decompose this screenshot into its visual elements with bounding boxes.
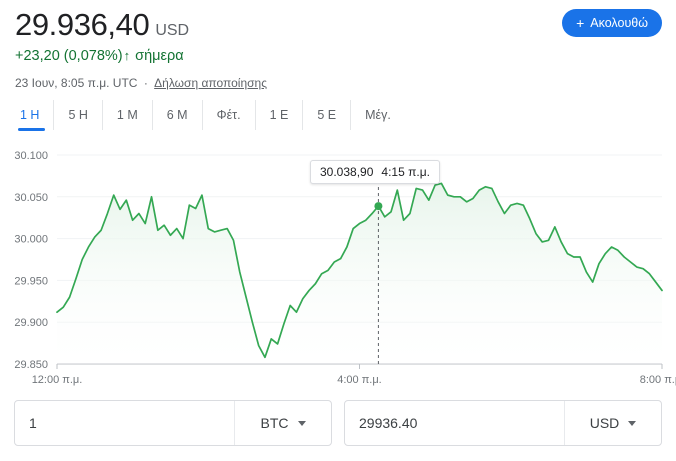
chart-line: [56, 182, 663, 359]
trend-up-arrow-icon: ↑: [123, 47, 131, 63]
amount-input-from[interactable]: [15, 401, 234, 445]
range-tab-0[interactable]: 1 Η: [14, 100, 53, 131]
range-tab-label: 6 Μ: [166, 108, 188, 122]
range-tab-label: Μέγ.: [365, 108, 391, 122]
range-tab-label: Φέτ.: [216, 108, 241, 122]
chart-canvas[interactable]: 30.100 30.050 30.000 29.950 29.900 29.850 12:0…: [0, 136, 676, 386]
currency-select-to-label: USD: [589, 415, 620, 431]
y-axis-tick-label: 30.000: [14, 234, 48, 246]
plus-icon: +: [576, 15, 585, 31]
price-block: 29.936,40 USD: [15, 7, 190, 42]
chart-area-fill: [57, 183, 662, 364]
amount-input-to[interactable]: [345, 401, 564, 445]
y-axis-tick-label: 29.900: [14, 317, 48, 329]
range-tab-label: 1 Μ: [116, 108, 138, 122]
price-chart[interactable]: 30.100 30.050 30.000 29.950 29.900 29.850 12:0…: [0, 136, 676, 386]
price-change-value: +23,20 (0,078%): [15, 48, 123, 64]
y-axis-tick-label: 29.850: [14, 359, 48, 371]
range-tab-label: 5 Ε: [317, 108, 337, 122]
chart-hover-point: [374, 202, 383, 211]
tooltip-value: 30.038,90: [320, 165, 374, 179]
price-change-period: σήμερα: [135, 48, 184, 64]
range-tab-label: 5 Η: [68, 108, 88, 122]
x-axis-tick-label: 12:00 π.μ.: [32, 374, 83, 386]
price-currency-label: USD: [155, 22, 190, 39]
chevron-down-icon: [628, 420, 637, 426]
currency-select-to[interactable]: USD: [564, 401, 661, 445]
tooltip-time: 4:15 π.μ.: [381, 165, 430, 179]
x-axis-tick-label: 8:00 π.μ.: [640, 374, 676, 386]
chevron-down-icon: [297, 420, 306, 426]
y-axis-tick-label: 29.950: [14, 275, 48, 287]
disclaimer-link[interactable]: Δήλωση αποποίησης: [154, 76, 267, 90]
range-tab-7[interactable]: Μέγ.: [350, 100, 405, 130]
range-tab-3[interactable]: 6 Μ: [151, 100, 202, 130]
follow-button-label: Ακολουθώ: [590, 16, 648, 30]
range-tab-label: 1 Η: [20, 108, 40, 122]
converter-field-to[interactable]: USD: [344, 400, 662, 446]
range-tab-4[interactable]: Φέτ.: [201, 100, 255, 130]
quote-meta: 23 Ιουν, 8:05 π.μ. UTC · Δήλωση αποποίησ…: [15, 76, 267, 90]
range-tab-1[interactable]: 5 Η: [53, 100, 101, 130]
quote-header: 29.936,40 USD +23,20 (0,078%) ↑ σήμερα 2…: [0, 0, 676, 98]
range-tab-6[interactable]: 5 Ε: [302, 100, 350, 130]
y-axis-tick-label: 30.050: [14, 192, 48, 204]
range-tab-2[interactable]: 1 Μ: [101, 100, 152, 130]
range-tab-5[interactable]: 1 Ε: [254, 100, 303, 130]
range-tabs: 1 Η 5 Η 1 Μ 6 Μ Φέτ. 1 Ε 5 Ε Μέγ.: [14, 100, 405, 131]
quote-timestamp: 23 Ιουν, 8:05 π.μ. UTC: [15, 76, 138, 90]
meta-separator: ·: [143, 76, 148, 90]
price-change-block: +23,20 (0,078%) ↑ σήμερα: [15, 48, 184, 64]
current-price: 29.936,40: [15, 7, 150, 42]
x-axis-tick-label: 4:00 π.μ.: [337, 374, 382, 386]
y-axis-tick-label: 30.100: [14, 150, 48, 162]
chart-tooltip: 30.038,90 4:15 π.μ.: [310, 160, 440, 184]
converter-field-from[interactable]: BTC: [14, 400, 332, 446]
range-tab-label: 1 Ε: [269, 108, 289, 122]
currency-select-from[interactable]: BTC: [234, 401, 331, 445]
follow-button[interactable]: + Ακολουθώ: [562, 9, 662, 37]
currency-converter: BTC USD: [14, 400, 662, 446]
currency-select-from-label: BTC: [260, 415, 289, 431]
